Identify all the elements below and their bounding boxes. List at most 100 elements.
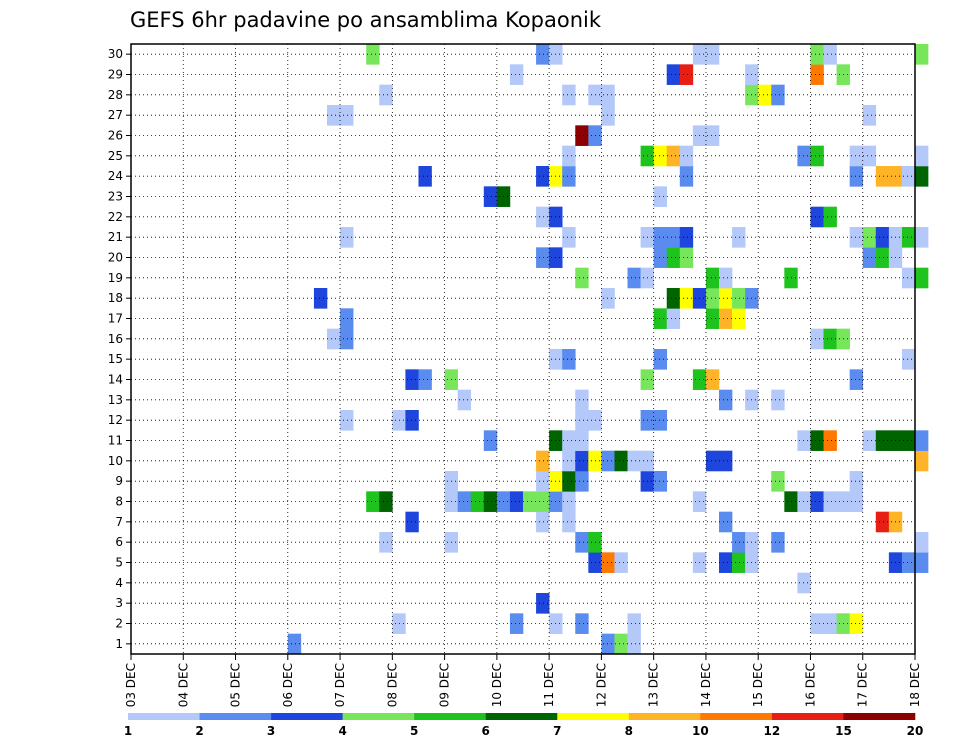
x-tick-label: 10 DEC	[490, 663, 504, 707]
x-tick-label: 18 DEC	[908, 663, 922, 707]
heatmap-cell	[771, 471, 785, 492]
heatmap-cell	[666, 64, 681, 85]
heatmap-cell	[509, 491, 524, 512]
colorbar-swatch	[843, 713, 916, 720]
x-tick-label: 16 DEC	[803, 663, 817, 707]
heatmap-cell	[797, 145, 811, 167]
heatmap-cell	[901, 349, 916, 370]
colorbar-label: 12	[764, 724, 781, 738]
y-tick-label: 14	[108, 373, 123, 387]
heatmap-cell	[653, 145, 668, 167]
y-tick-label: 9	[115, 474, 123, 488]
heatmap-cell	[849, 613, 864, 634]
heatmap-cell	[614, 552, 628, 573]
heatmap-cell	[915, 166, 929, 187]
heatmap-cell	[653, 308, 668, 329]
heatmap-cell	[627, 633, 641, 655]
y-tick-label: 13	[108, 393, 123, 407]
heatmap-cell	[562, 84, 576, 106]
heatmap-cell	[862, 430, 877, 451]
colorbar-label: 3	[267, 724, 275, 738]
colorbar-label: 20	[907, 724, 924, 738]
heatmap-cell	[666, 288, 681, 309]
heatmap-cell	[575, 613, 589, 634]
y-tick-label: 17	[108, 312, 123, 326]
heatmap-cell	[810, 328, 824, 350]
colorbar-label: 6	[482, 724, 490, 738]
heatmap-cell	[875, 227, 890, 248]
x-tick-label: 11 DEC	[542, 663, 556, 707]
heatmap-cell	[915, 267, 929, 289]
heatmap-cell	[509, 64, 524, 85]
x-tick-label: 03 DEC	[124, 663, 138, 707]
heatmap-cell	[340, 105, 354, 126]
heatmap-cell	[849, 166, 864, 187]
heatmap-cell	[679, 64, 694, 85]
heatmap-cell	[666, 227, 681, 248]
heatmap-cell	[457, 491, 472, 512]
colorbar-swatch	[271, 713, 343, 720]
heatmap-cell	[601, 633, 615, 655]
y-tick-label: 12	[108, 413, 123, 427]
heatmap-cell	[562, 430, 576, 451]
heatmap-cell	[379, 532, 393, 553]
colorbar-swatch	[414, 713, 487, 720]
heatmap-cell	[483, 491, 498, 512]
heatmap-cell	[823, 206, 837, 228]
y-tick-label: 19	[108, 271, 123, 285]
heatmap-cell	[536, 450, 550, 472]
heatmap-cell	[823, 613, 837, 634]
colorbar-swatch	[485, 713, 558, 720]
heatmap-cell	[797, 430, 811, 451]
heatmap-cell	[719, 389, 733, 411]
heatmap-cell	[627, 267, 641, 289]
chart-title: GEFS 6hr padavine po ansamblima Kopaonik	[130, 8, 602, 32]
heatmap-cell	[862, 145, 877, 167]
x-tick-label: 04 DEC	[176, 663, 190, 707]
heatmap-cell	[601, 84, 615, 106]
heatmap-cell	[405, 410, 419, 431]
heatmap-cell	[653, 349, 668, 370]
gridlines	[131, 44, 915, 654]
colorbar-label: 2	[195, 724, 203, 738]
heatmap-cell	[340, 328, 354, 350]
heatmap-cell	[562, 511, 576, 533]
heatmap-cell	[823, 430, 837, 451]
y-tick-label: 20	[108, 251, 123, 265]
heatmap-cell	[901, 166, 916, 187]
heatmap-cell	[653, 227, 668, 248]
heatmap-cell	[849, 227, 864, 248]
colorbar-swatch	[199, 713, 272, 720]
heatmap-cell	[732, 532, 746, 553]
x-tick-label: 05 DEC	[229, 663, 243, 707]
heatmap-cell	[653, 247, 668, 268]
heatmap-cell	[810, 64, 824, 85]
y-tick-label: 11	[108, 434, 123, 448]
y-tick-label: 23	[108, 190, 123, 204]
heatmap-cell	[666, 145, 681, 167]
heatmap-cell	[313, 288, 328, 309]
heatmap-cell	[562, 145, 576, 167]
heatmap-cell	[915, 145, 929, 167]
heatmap-cell	[287, 633, 302, 655]
colorbar: 1 2 3 4 5 6 7 8 10 12 15 20	[124, 713, 924, 738]
heatmap-cell	[705, 288, 720, 309]
heatmap-cell	[901, 430, 916, 451]
heatmap-cell	[823, 328, 837, 350]
colorbar-swatch	[557, 713, 630, 720]
heatmap-cell	[705, 450, 720, 472]
y-axis-ticks: 1234567891011121314151617181920212223242…	[108, 47, 131, 651]
heatmap-cell	[562, 227, 576, 248]
x-tick-label: 13 DEC	[647, 663, 661, 707]
heatmap-cell	[915, 44, 929, 65]
x-tick-label: 14 DEC	[699, 663, 713, 707]
heatmap-cell	[915, 430, 929, 451]
heatmap-cell	[862, 227, 877, 248]
heatmap-cell	[719, 267, 733, 289]
x-tick-label: 06 DEC	[281, 663, 295, 707]
y-tick-label: 15	[108, 352, 123, 366]
colorbar-swatch	[342, 713, 415, 720]
y-tick-label: 18	[108, 291, 123, 305]
heatmap-cell	[405, 369, 419, 390]
x-axis-ticks: 03 DEC 04 DEC 05 DEC 06 DEC 07 DEC 08 DEC 09 D…	[124, 654, 922, 707]
